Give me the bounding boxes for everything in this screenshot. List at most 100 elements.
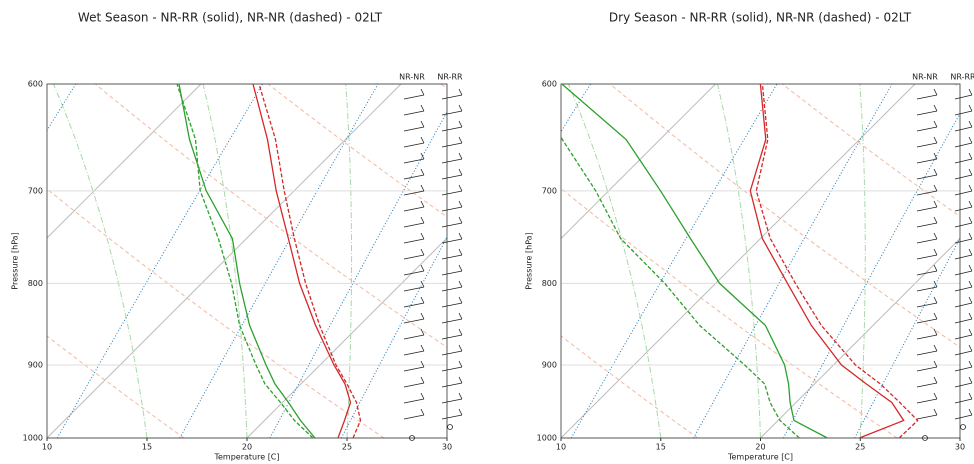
wind-barb-flag [458,360,463,368]
wind-barb [916,318,938,324]
dry-adiabat [561,335,698,438]
moist-adiabat [547,72,609,438]
wind-barb-flag [458,408,463,416]
wind-barb [441,286,463,292]
wind-barb [916,126,938,132]
x-axis-label: Temperature [C] [213,453,279,462]
wind-barb-flag [420,408,425,416]
wind-barb [403,398,425,404]
wind-barb [954,190,973,196]
wind-barb [916,350,938,356]
wind-barb [916,238,938,244]
moist-adiabat [0,72,162,438]
wind-barb [403,190,425,196]
wind-barb [441,302,463,308]
wind-barb-flag [458,296,463,304]
wind-barb-flag [968,184,973,192]
x-tick-label: 30 [442,443,452,452]
wind-barb-flag [968,120,973,128]
y-tick-label: 800 [28,279,43,288]
wind-barb [916,94,938,100]
wind-barb-flag [968,136,973,144]
wind-barb [441,414,463,420]
wind-barb [403,414,425,420]
wind-barb-flag [968,408,973,416]
wind-barb-flag [420,232,425,240]
wind-barb [441,318,463,324]
wind-barb-flag [420,392,425,400]
mixing-ratio [340,236,447,438]
wind-barb-flag [420,200,425,208]
wind-barb-flag [420,136,425,144]
wind-barb-flag [420,280,425,288]
wind-barb-flag [420,344,425,352]
dry-adiabat [81,72,498,438]
background-lines [47,72,974,438]
profile-line [258,84,362,438]
wind-barb-flag [933,216,938,224]
isotherm [561,84,717,240]
wind-barb [916,398,938,404]
background-lines [0,72,960,438]
wind-barb-flag [933,344,938,352]
wind-barb-flag [458,248,463,256]
y-tick-label: 900 [542,360,557,369]
wind-barb [954,366,973,372]
wind-barb [916,414,938,420]
x-tick-label: 25 [342,443,352,452]
wind-barb-flag [968,360,973,368]
wind-barb-flag [933,152,938,160]
plot-frame [46,83,448,439]
wind-barb-flag [420,152,425,160]
series-group [176,84,362,438]
y-tick-label: 600 [542,80,557,89]
wind-barb [954,382,973,388]
wind-barb [403,142,425,148]
wind-barb [954,206,973,212]
wind-barb-flag [458,312,463,320]
x-tick-label: 10 [556,443,566,452]
y-tick-label: 800 [542,279,557,288]
wind-barb-flag [968,200,973,208]
wind-barb [403,366,425,372]
wind-barb-flag [420,120,425,128]
y-tick-label: 1000 [537,434,557,443]
wind-barb [954,142,973,148]
wind-barb-flag [933,376,938,384]
wind-barb-flag [458,88,463,96]
wind-barb [441,158,463,164]
wind-barb-flag [968,280,973,288]
barb-label: NR-RR [950,73,974,82]
wind-barb [403,270,425,276]
wind-barb-flag [933,360,938,368]
wind-barb [954,350,973,356]
mixing-ratio [190,72,424,438]
moist-adiabat [52,84,148,438]
wind-barb [954,302,973,308]
wind-barb [916,110,938,116]
calm-marker [922,435,928,441]
mixing-ratio [570,84,778,438]
wind-barb [954,334,973,340]
wind-barb-flag [420,312,425,320]
wind-barb [403,238,425,244]
dry-adiabat [561,187,898,438]
x-tick-label: 10 [42,443,52,452]
wind-barb [403,334,425,340]
wind-barb [441,238,463,244]
wind-barb [403,382,425,388]
profile-line [561,135,800,438]
wind-barb [916,382,938,388]
isotherm [647,72,974,438]
wind-barb [916,334,938,340]
wind-barb [954,222,973,228]
chart: 1000 900 800 700 600 10 15 20 25 30 Dry Season - N… [0,11,974,462]
wind-barb-flag [968,392,973,400]
wind-barb-flag [458,328,463,336]
y-axis-label: Pressure [hPa] [11,232,20,289]
moist-adiabat [859,84,866,438]
mixing-ratio [179,84,379,438]
wind-barb-flag [420,328,425,336]
wind-barb [441,126,463,132]
moist-adiabat [567,84,662,438]
